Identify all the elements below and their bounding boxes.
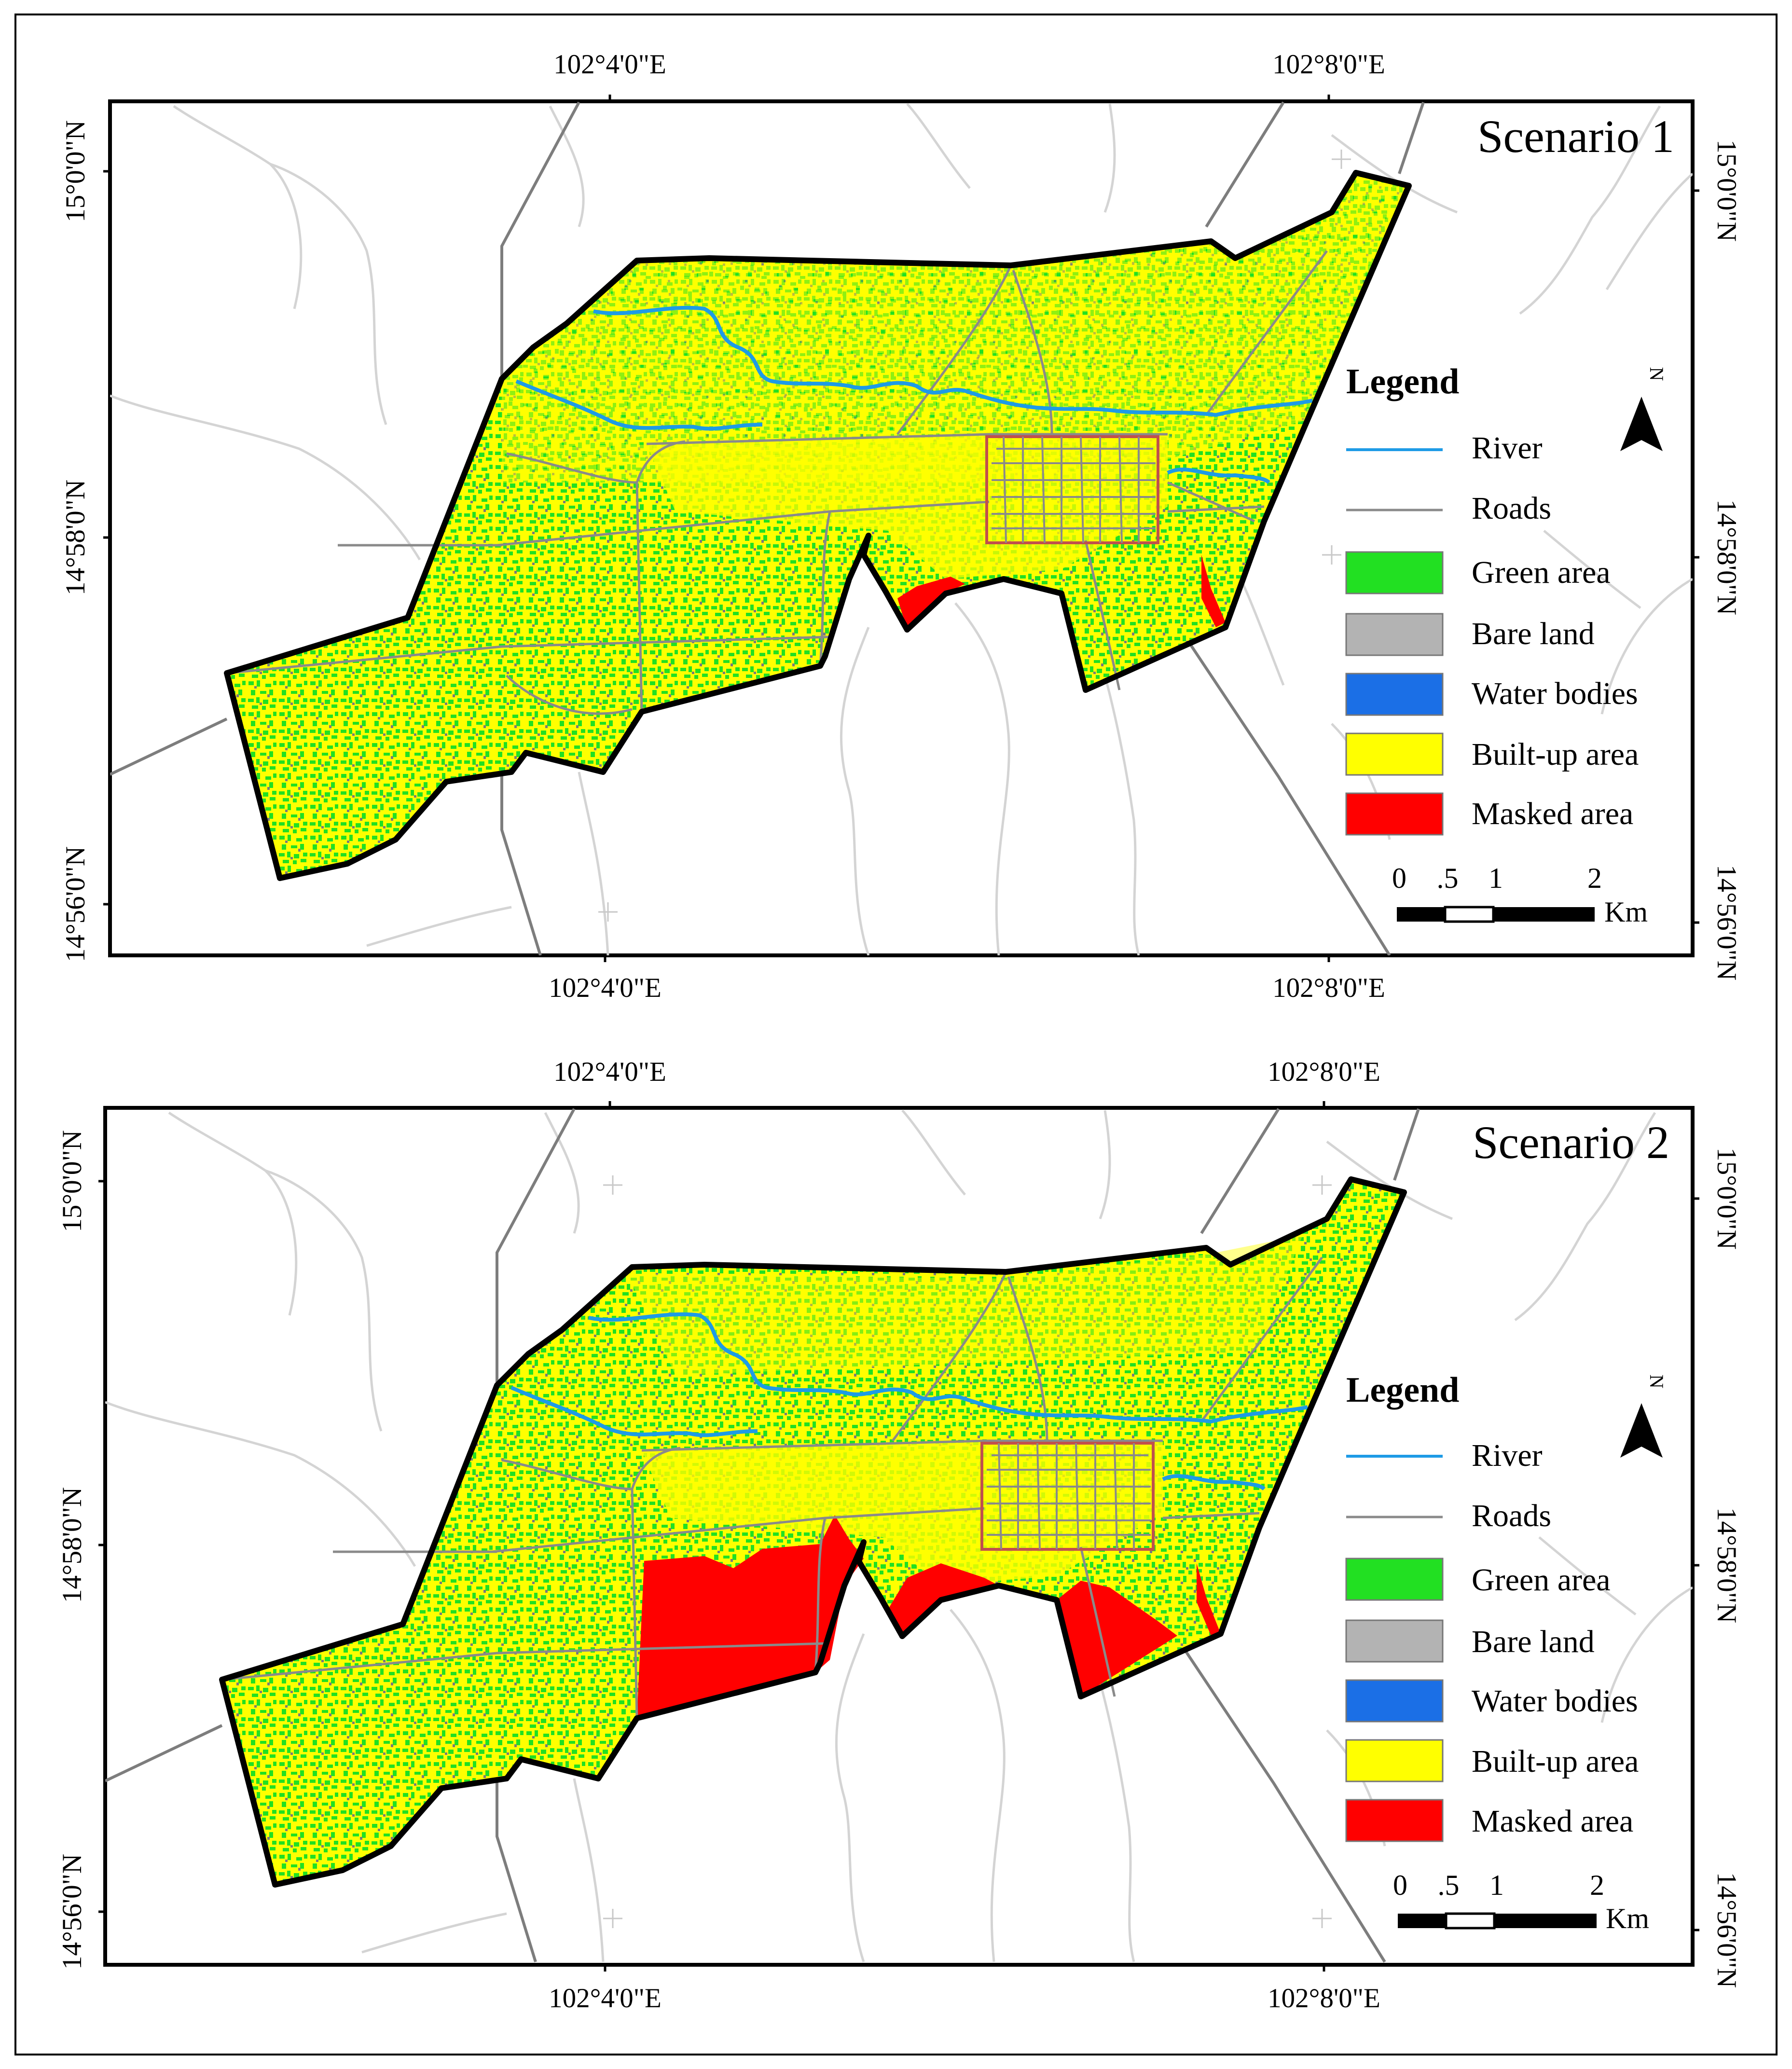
city-center-streets (992, 436, 1156, 543)
panel-scenario-2: Scenario 2 102°4'0"E 102°8'0"E 102°4'0"E… (57, 1057, 1742, 2014)
north-arrow-label: N (1646, 1375, 1668, 1389)
scale-tick-2: 2 (1590, 1869, 1604, 1901)
lon-label-top-right: 102°8'0"E (1272, 49, 1385, 80)
north-arrow: N (1620, 367, 1668, 451)
legend-label-green: Green area (1472, 1562, 1611, 1598)
scale-tick-05: .5 (1438, 1869, 1460, 1901)
lat-label-right: 15°0'0"N (1711, 1147, 1742, 1250)
legend-swatch-masked (1345, 1799, 1444, 1842)
legend-label-roads: Roads (1472, 491, 1551, 526)
scale-bar: 0 .5 1 2 Km (1392, 862, 1648, 928)
north-arrow-label: N (1646, 367, 1668, 381)
lon-label-bottom-left: 102°4'0"E (549, 1983, 662, 2014)
legend-swatch-builtup (1345, 732, 1444, 776)
city-center-grid (980, 1442, 1155, 1551)
legend-swatch-bare (1345, 1619, 1444, 1663)
study-area-boundary (219, 1176, 1407, 1888)
panel-title: Scenario 1 (1477, 110, 1674, 162)
legend-title: Legend (1346, 1370, 1459, 1410)
frame-ticks (98, 1101, 1699, 1972)
scale-bar: 0 .5 1 2 Km (1393, 1869, 1649, 1934)
panel-title: Scenario 2 (1473, 1117, 1669, 1168)
legend-label-masked: Masked area (1472, 796, 1633, 831)
legend-swatch-water (1345, 1679, 1444, 1723)
legend-swatch-builtup (1345, 1739, 1444, 1782)
legend-swatch-bare (1345, 613, 1444, 656)
legend-swatch-green (1345, 551, 1444, 594)
lat-label-left: 14°58'0"N (60, 480, 91, 595)
legend-label-river: River (1472, 430, 1543, 466)
scale-tick-1: 1 (1489, 862, 1503, 894)
lat-label-left: 15°0'0"N (57, 1130, 87, 1232)
lat-label-left: 14°58'0"N (57, 1487, 87, 1603)
legend-label-masked: Masked area (1472, 1804, 1633, 1839)
legend-label-water: Water bodies (1472, 1683, 1638, 1719)
scale-tick-05: .5 (1437, 862, 1459, 894)
study-area-boundary (224, 170, 1412, 881)
rivers (515, 305, 1313, 484)
masked-area (888, 1563, 999, 1636)
legend: Legend River Roads Green area Bare land … (1345, 1370, 1639, 1842)
frame-ticks (103, 95, 1699, 962)
masked-area (637, 1515, 864, 1718)
scale-tick-0: 0 (1393, 1869, 1407, 1901)
lat-label-right: 14°56'0"N (1711, 1872, 1742, 1988)
city-center-grid (985, 435, 1159, 544)
masked-area (1197, 1563, 1221, 1636)
scale-unit: Km (1606, 1903, 1649, 1934)
lon-label-bottom-right: 102°8'0"E (1268, 1983, 1380, 2014)
masked-area (1057, 1581, 1177, 1697)
legend-swatch-masked (1345, 792, 1444, 836)
scale-tick-2: 2 (1587, 862, 1602, 894)
legend-swatch-water (1345, 673, 1444, 716)
inner-roads (221, 1256, 1323, 1719)
city-center-streets (987, 1443, 1151, 1550)
lat-label-right: 14°58'0"N (1711, 1507, 1742, 1623)
graticule-ticks (598, 150, 1351, 922)
legend-label-builtup: Built-up area (1472, 1744, 1639, 1779)
lon-label-bottom-left: 102°4'0"E (549, 973, 662, 1003)
lat-label-left: 14°56'0"N (57, 1854, 87, 1970)
lat-label-right: 15°0'0"N (1711, 139, 1742, 242)
built-up-north (627, 1235, 1303, 1375)
rivers (510, 1312, 1308, 1491)
lat-label-left: 14°56'0"N (60, 846, 91, 962)
legend-label-roads: Roads (1472, 1498, 1551, 1533)
inner-roads (226, 250, 1328, 715)
north-arrow-icon (1620, 397, 1663, 451)
scale-unit: Km (1604, 896, 1648, 928)
green-texture (502, 173, 1409, 483)
north-arrow-icon (1620, 1403, 1663, 1458)
legend-label-water: Water bodies (1472, 676, 1638, 711)
graticule-ticks (603, 1175, 1332, 1928)
legend-title: Legend (1346, 362, 1459, 401)
lon-label-top-left: 102°4'0"E (553, 49, 666, 80)
legend-label-green: Green area (1472, 555, 1611, 590)
panel-scenario-1: Scenario 1 102°4'0"E 102°8'0"E 102°4'0"E… (60, 49, 1742, 1003)
legend-label-builtup: Built-up area (1472, 737, 1639, 772)
legend-label-river: River (1472, 1438, 1543, 1473)
legend-swatch-green (1345, 1558, 1444, 1601)
lat-label-right: 14°58'0"N (1711, 499, 1742, 615)
scale-tick-0: 0 (1392, 862, 1406, 894)
masked-area (1201, 555, 1226, 627)
north-arrow: N (1620, 1375, 1668, 1458)
legend: Legend River Roads Green area Bare land … (1345, 362, 1639, 836)
legend-label-bare: Bare land (1472, 616, 1595, 651)
lat-label-left: 15°0'0"N (60, 120, 91, 222)
figure-frame (14, 14, 1778, 2055)
lon-label-top-left: 102°4'0"E (553, 1057, 666, 1087)
lon-label-top-right: 102°8'0"E (1268, 1057, 1380, 1087)
lat-label-right: 14°56'0"N (1711, 865, 1742, 980)
lon-label-bottom-right: 102°8'0"E (1272, 973, 1385, 1003)
study-area-landcover (222, 1179, 1404, 1885)
scale-tick-1: 1 (1489, 1869, 1504, 1901)
legend-label-bare: Bare land (1472, 1624, 1595, 1659)
